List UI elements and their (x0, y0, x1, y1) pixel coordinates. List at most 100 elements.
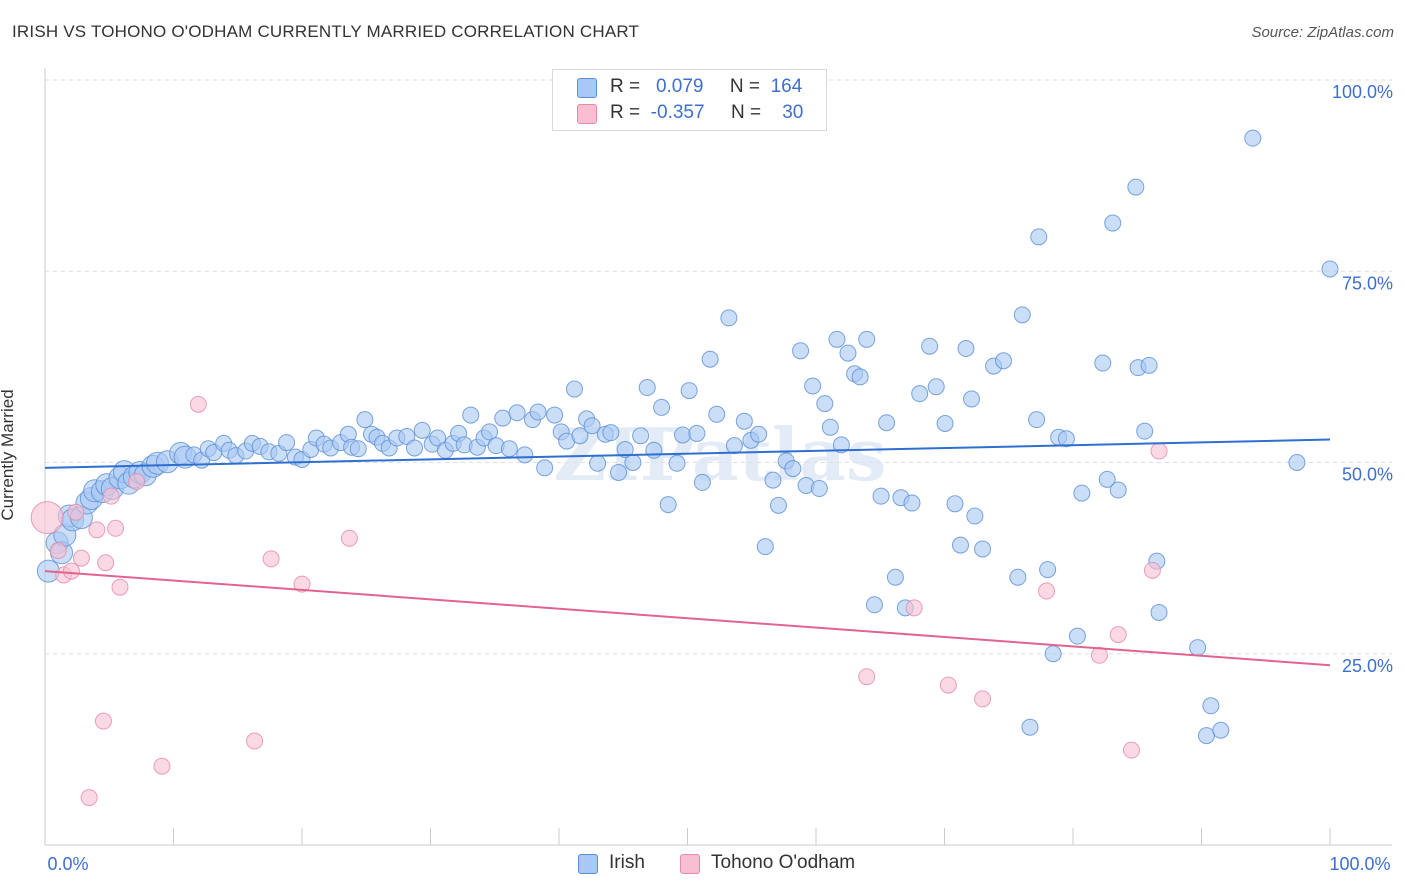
tohono-swatch (680, 854, 700, 874)
y-tick-label: 25.0% (1342, 656, 1393, 676)
irish-point (1098, 470, 1116, 488)
tohono-point (246, 732, 264, 750)
irish-point (1197, 727, 1215, 745)
tohono-trend-line (44, 570, 1331, 667)
irish-point (583, 417, 601, 435)
tohono-point (1038, 582, 1056, 600)
irish-point (701, 350, 719, 368)
tohono-point (1143, 561, 1161, 579)
irish-point (839, 344, 857, 362)
irish-point (872, 487, 890, 505)
irish-point (858, 330, 876, 348)
irish-point (804, 377, 822, 395)
irish-point (500, 440, 518, 458)
tohono-point (905, 599, 923, 617)
irish-point (1288, 454, 1306, 471)
irish-trend-line (44, 438, 1331, 469)
irish-point (810, 480, 828, 498)
irish-point (946, 495, 964, 513)
irish-point (693, 473, 711, 491)
irish-point (784, 460, 802, 478)
tohono-point (1090, 646, 1108, 664)
tohono-point (30, 501, 64, 535)
legend-n-label: N = (729, 76, 761, 97)
irish-point (536, 459, 554, 477)
tohono-point (153, 757, 171, 775)
irish-point (1009, 568, 1027, 586)
tohono-point (62, 562, 80, 580)
irish-point (1057, 430, 1075, 448)
legend-r-label: R = (610, 102, 641, 123)
y-tick-label: 50.0% (1342, 465, 1393, 485)
tohono-point (94, 712, 112, 730)
irish-point (1094, 354, 1112, 372)
tohono-point (974, 690, 992, 708)
irish-point (951, 536, 969, 554)
irish-point (1321, 260, 1339, 278)
irish-point (1202, 697, 1220, 715)
irish-point (356, 411, 374, 429)
irish-point (674, 426, 692, 444)
irish-point (1028, 411, 1046, 429)
irish-point (927, 378, 945, 396)
irish-point (1189, 639, 1207, 657)
irish-point (903, 494, 921, 512)
legend-n-label: N = (730, 102, 762, 123)
irish-point (462, 406, 480, 424)
irish-point (1244, 129, 1262, 147)
irish-point (624, 454, 642, 471)
irish-point (429, 429, 447, 447)
irish-point (792, 342, 810, 360)
irish-point (1127, 178, 1145, 196)
irish-point (1030, 228, 1048, 246)
legend-r-value: 0.079 (655, 76, 704, 97)
y-tick-label: 75.0% (1342, 273, 1393, 293)
irish-point (911, 385, 929, 403)
irish-point (1150, 603, 1168, 621)
irish-point (1109, 481, 1127, 499)
irish-point (645, 441, 663, 459)
irish-point (516, 446, 534, 464)
irish-point (638, 379, 656, 397)
irish-point (610, 463, 628, 481)
tohono-point (97, 554, 115, 572)
legend-n-value: 164 (770, 76, 803, 97)
irish-point (546, 406, 564, 424)
tohono-point (1122, 741, 1140, 759)
irish-point (278, 434, 296, 452)
irish-point (735, 412, 753, 430)
irish-point (708, 405, 726, 423)
irish-point (995, 352, 1013, 370)
tohono-point (88, 521, 106, 539)
tohono-point (111, 578, 129, 596)
irish-point (821, 418, 839, 436)
tohono-point (262, 550, 280, 568)
irish-point (725, 437, 743, 455)
irish-point (936, 414, 954, 432)
tohono-point (293, 575, 311, 593)
irish-point (571, 427, 589, 445)
stats-legend: R = 0.079 N = 164 R = -0.357 N = 30 (552, 69, 827, 131)
irish-point (886, 568, 904, 586)
tohono-point (102, 487, 120, 505)
irish-swatch (578, 854, 598, 874)
irish-point (878, 414, 896, 432)
tohono-point (939, 676, 957, 694)
irish-point (668, 454, 686, 472)
irish-point (589, 454, 607, 472)
irish-point (659, 496, 677, 514)
irish-point (565, 380, 583, 398)
irish-point (769, 496, 787, 514)
tohono-point (340, 529, 358, 547)
legend-r-label: R = (610, 76, 641, 97)
tohono-point (1150, 442, 1168, 460)
irish-point (1021, 718, 1039, 736)
irish-point (1068, 627, 1086, 645)
irish-point (966, 507, 984, 525)
irish-point (1013, 306, 1031, 324)
irish-point (1104, 214, 1122, 232)
irish-point (974, 540, 992, 558)
irish-point (1212, 721, 1230, 739)
legend-r-value: -0.357 (650, 102, 705, 123)
